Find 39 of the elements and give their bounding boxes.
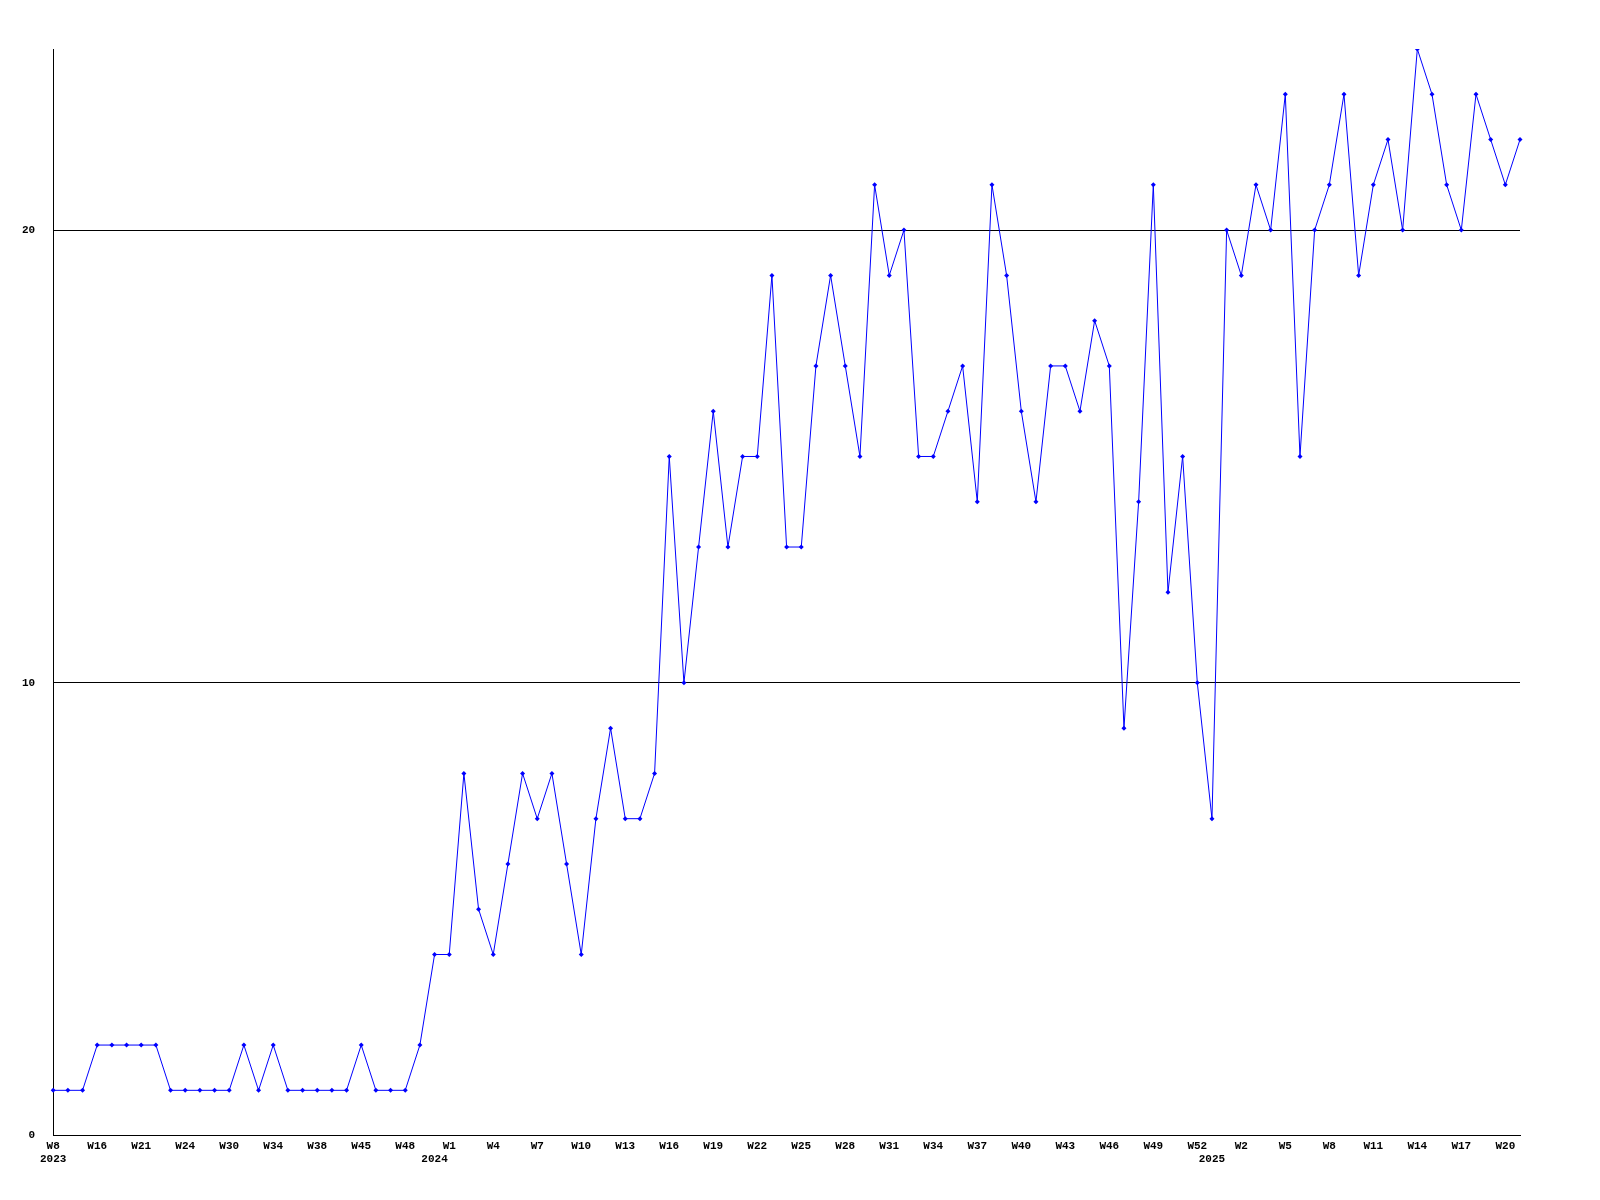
x-tick-label: W8 (1322, 1139, 1337, 1152)
x-tick-label: W5 (1278, 1139, 1293, 1152)
x-tick-label: W19 (703, 1139, 724, 1152)
x-tick-label: W13 (615, 1139, 636, 1152)
y-tick-label: 10 (22, 676, 36, 689)
x-tick-label: W16 (659, 1139, 680, 1152)
x-tick-label: W45 (351, 1139, 372, 1152)
x-tick-label: W20 (1495, 1139, 1516, 1152)
x-tick-label: 2024 (421, 1153, 449, 1166)
y-tick-label: 20 (22, 223, 36, 236)
x-tick-label: W8 2023 (40, 1139, 67, 1166)
x-tick-label: W43 (1055, 1139, 1076, 1152)
x-tick-label: W10 (571, 1139, 592, 1152)
x-tick-label: W7 (530, 1139, 544, 1152)
x-tick-label: W40 (1011, 1139, 1032, 1152)
x-tick-label: W21 (131, 1139, 152, 1152)
x-tick-label: W17 (1451, 1139, 1472, 1152)
x-tick-label: W48 (395, 1139, 416, 1152)
x-tick-label: W16 (87, 1139, 108, 1152)
x-tick-label: W37 (967, 1139, 988, 1152)
x-tick-label: W31 (879, 1139, 900, 1152)
x-tick-label: W34 (263, 1139, 284, 1152)
x-tick-label: W52 (1187, 1139, 1208, 1152)
x-tick-label: W22 (747, 1139, 768, 1152)
x-tick-label: W49 (1143, 1139, 1164, 1152)
x-tick-label: W46 (1099, 1139, 1120, 1152)
x-tick-label: W1 (442, 1139, 457, 1152)
x-tick-label: W24 (175, 1139, 196, 1152)
x-tick-label: W25 (791, 1139, 812, 1152)
x-tick-label: W2 (1234, 1139, 1248, 1152)
y-tick-label: 0 (28, 1129, 36, 1142)
x-tick-label: W38 (307, 1139, 328, 1152)
x-tick-label: W30 (219, 1139, 240, 1152)
x-tick-label: W28 (835, 1139, 856, 1152)
x-tick-label: W14 (1407, 1139, 1428, 1152)
x-tick-label: W11 (1363, 1139, 1384, 1152)
x-tick-label: W4 (486, 1139, 501, 1152)
x-tick-label: W34 (923, 1139, 944, 1152)
x-tick-label: 2025 (1198, 1153, 1226, 1166)
